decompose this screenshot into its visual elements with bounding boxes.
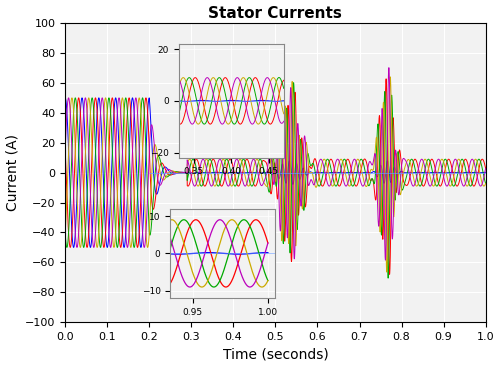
Y-axis label: Current (A): Current (A) — [6, 134, 20, 211]
Title: Stator Currents: Stator Currents — [208, 6, 342, 21]
X-axis label: Time (seconds): Time (seconds) — [222, 348, 328, 361]
